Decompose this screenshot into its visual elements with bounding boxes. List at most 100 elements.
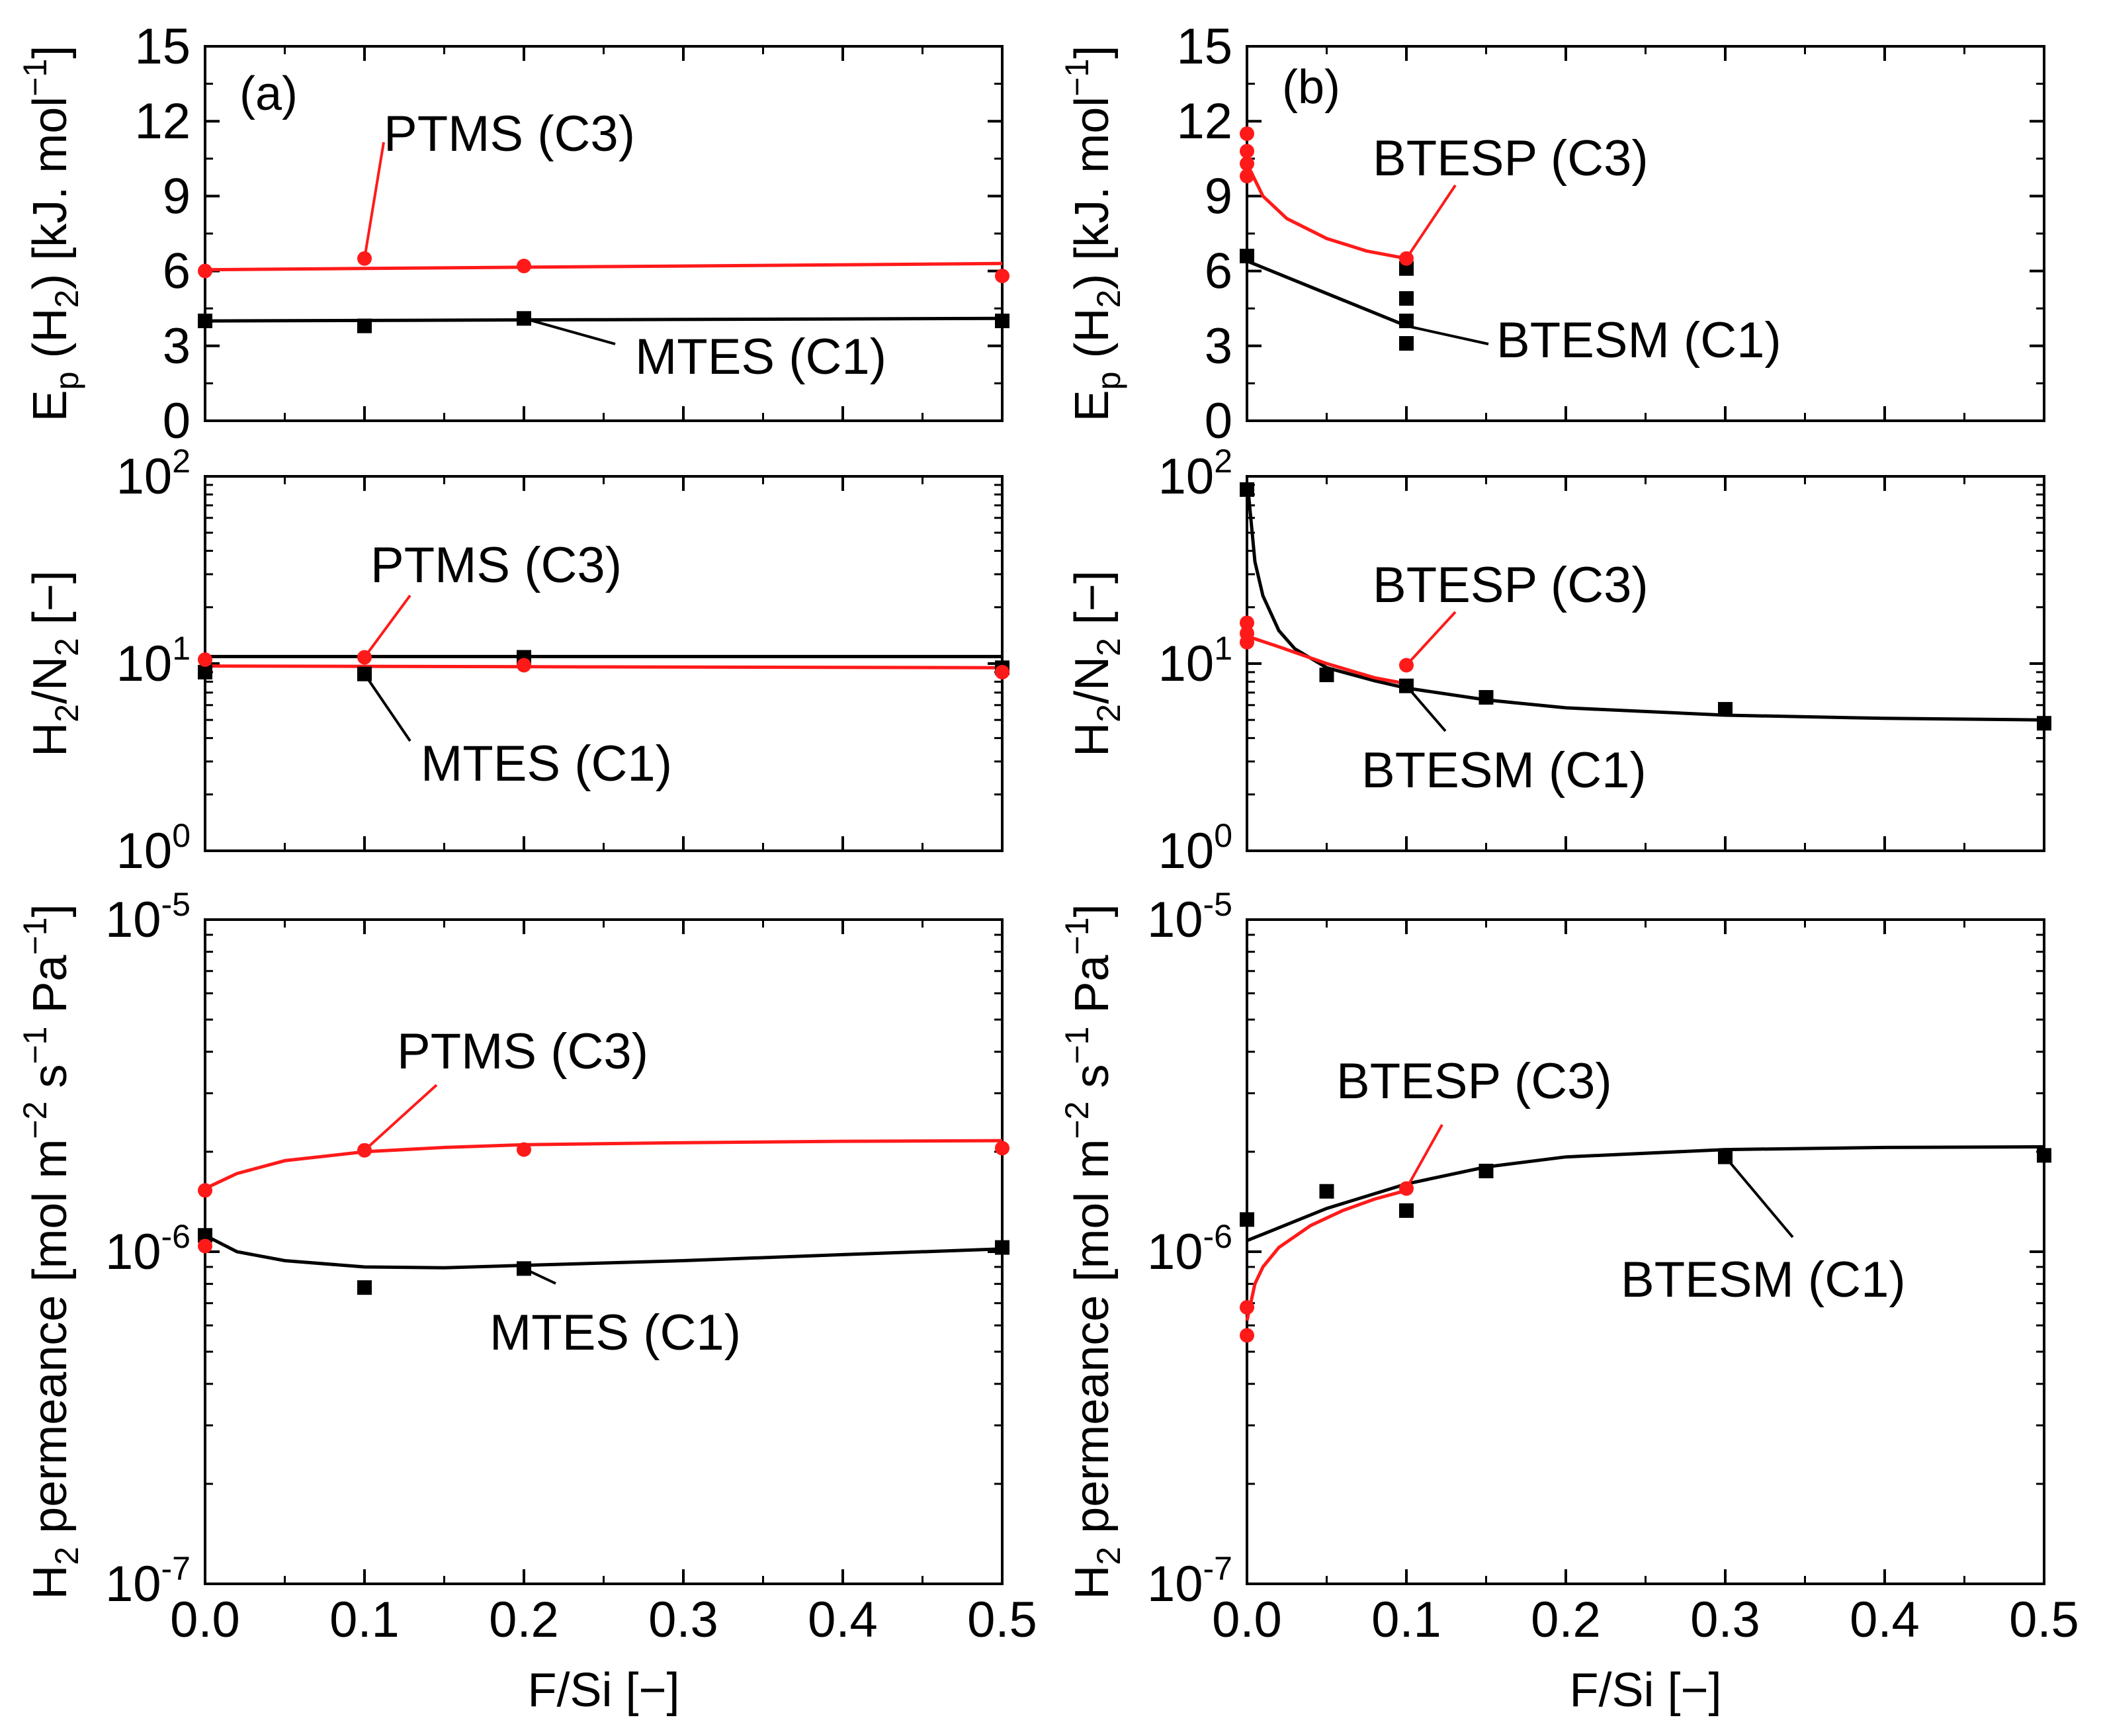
annotation-leader	[523, 317, 616, 345]
chart-b_perm: 0.0 0.1 0.2 0.3 0.4 0.5 10-7 10-6 10-5 H2 permean…	[1058, 886, 2079, 1717]
fit-line-btesp-c3-	[1245, 163, 1407, 261]
annotation-label: MTES (C1)	[490, 1305, 741, 1361]
data-point	[1240, 144, 1254, 159]
data-point	[1319, 1184, 1334, 1199]
x-tick-label: 0.1	[329, 1592, 400, 1648]
data-point	[1240, 1212, 1254, 1227]
y-tick-label: 101	[116, 630, 191, 692]
y-axis-label: Ep (H2) [kJ. mol−1]	[17, 46, 85, 422]
fit-line-btesm-c1-	[1246, 1145, 2045, 1242]
y-tick-label: 6	[1205, 243, 1232, 300]
data-point	[1240, 615, 1254, 630]
data-layer	[198, 251, 1009, 333]
fit-line-ptms-c3-	[204, 1139, 1003, 1190]
chart-a_ep: 0 3 6 9 12 15 Ep (H2) [kJ. mol−1] PTMS (C3) MTES…	[17, 19, 1009, 449]
data-point	[1399, 261, 1414, 276]
annotation-leader	[523, 1267, 556, 1285]
y-tick-label: 100	[1158, 817, 1232, 879]
annotation-label: PTMS (C3)	[370, 537, 622, 593]
data-point	[517, 259, 531, 274]
fit-line-btesp-c3-	[1245, 1188, 1407, 1321]
annotation-leader	[363, 673, 411, 742]
y-tick-label: 15	[1176, 19, 1232, 75]
y-tick-label: 12	[1176, 93, 1232, 150]
data-point	[1240, 1328, 1254, 1343]
data-point	[517, 658, 531, 673]
y-axis-label: H2 permeance [mol m−2 s−1 Pa−1]	[17, 904, 85, 1599]
data-layer	[198, 650, 1009, 681]
data-point	[1479, 1163, 1494, 1178]
data-point	[995, 314, 1009, 329]
annotation-leader	[363, 142, 385, 259]
y-tick-label: 0	[163, 393, 191, 449]
x-tick-label: 0.1	[1371, 1592, 1441, 1648]
annotation-leader	[1724, 1156, 1794, 1238]
annotation-label: BTESM (C1)	[1496, 312, 1781, 369]
data-point	[1240, 248, 1254, 263]
data-point	[1240, 156, 1254, 171]
annotation-label: PTMS (C3)	[384, 106, 635, 162]
y-tick-label: 100	[116, 817, 191, 879]
annotation-leader	[1405, 184, 1457, 259]
annotation-leader	[363, 594, 411, 658]
x-tick-label: 0.0	[170, 1592, 240, 1648]
data-point	[357, 1280, 372, 1295]
panel-label-a: (a)	[239, 67, 298, 120]
fit-line-btesm-c1-	[1246, 259, 1407, 327]
y-tick-label: 6	[163, 243, 191, 300]
annotation-leader	[1405, 611, 1457, 666]
data-point	[1399, 314, 1414, 329]
data-point	[198, 314, 212, 329]
fit-line-btesp-c3-	[1246, 634, 1407, 685]
x-tick-label: 0.2	[489, 1592, 559, 1648]
data-point	[995, 1141, 1009, 1156]
data-point	[2037, 716, 2051, 731]
y-tick-label: 3	[163, 318, 191, 374]
fit-line-ptms-c3-	[204, 261, 1003, 272]
data-point	[1479, 690, 1494, 705]
data-point	[995, 1240, 1009, 1255]
data-point	[1399, 1203, 1414, 1218]
x-tick-label: 0.4	[808, 1592, 878, 1648]
data-point	[357, 318, 372, 333]
x-tick-label: 0.5	[2009, 1592, 2079, 1648]
y-tick-label: 10-5	[1147, 886, 1232, 948]
data-layer	[1240, 1145, 2051, 1343]
y-tick-label: 102	[116, 443, 191, 505]
y-axis-label: H2 permeance [mol m−2 s−1 Pa−1]	[1058, 904, 1127, 1599]
data-point	[995, 664, 1009, 679]
chart-a_sel: 100 101 102 H2/N2 [−] PTMS (C3) MTES (C1)	[24, 443, 1009, 879]
annotation-label: BTESP (C3)	[1373, 557, 1649, 613]
data-point	[198, 652, 212, 668]
chart-b_ep: 0 3 6 9 12 15 Ep (H2) [kJ. mol−1] BTESP (C3) BTE…	[1058, 19, 2045, 449]
data-point	[198, 1228, 212, 1243]
data-layer	[198, 1139, 1009, 1295]
data-point	[1240, 482, 1254, 497]
x-axis-label: F/Si [−]	[1569, 1664, 1721, 1717]
y-tick-label: 10-7	[1147, 1550, 1232, 1612]
data-point	[1240, 1300, 1254, 1315]
fit-line-mtes-c1-	[204, 1234, 1003, 1270]
y-tick-label: 0	[1205, 393, 1232, 449]
data-point	[2037, 1148, 2051, 1163]
x-tick-label: 0.3	[648, 1592, 718, 1648]
y-tick-label: 102	[1158, 443, 1232, 505]
annotation-label: BTESP (C3)	[1373, 130, 1649, 187]
annotation-label: MTES (C1)	[635, 329, 886, 385]
y-tick-label: 9	[163, 168, 191, 224]
chart-a_perm: 0.0 0.1 0.2 0.3 0.4 0.5 10-7 10-6 10-5 H2 permean…	[17, 886, 1037, 1717]
annotation-leader	[1405, 1124, 1443, 1190]
data-layer	[1240, 126, 1414, 351]
annotation-label: PTMS (C3)	[397, 1023, 648, 1080]
y-axis-label: Ep (H2) [kJ. mol−1]	[1058, 46, 1127, 422]
fit-line-ptms-c3-	[204, 664, 1003, 670]
annotation-leader	[363, 1084, 438, 1152]
fit-line-mtes-c1-	[204, 316, 1003, 323]
annotation-leader	[1406, 324, 1489, 345]
x-tick-label: 0.0	[1212, 1592, 1282, 1648]
y-tick-label: 3	[1205, 318, 1232, 374]
data-point	[995, 269, 1009, 284]
data-point	[198, 1183, 212, 1198]
y-tick-label: 10-5	[105, 886, 191, 948]
